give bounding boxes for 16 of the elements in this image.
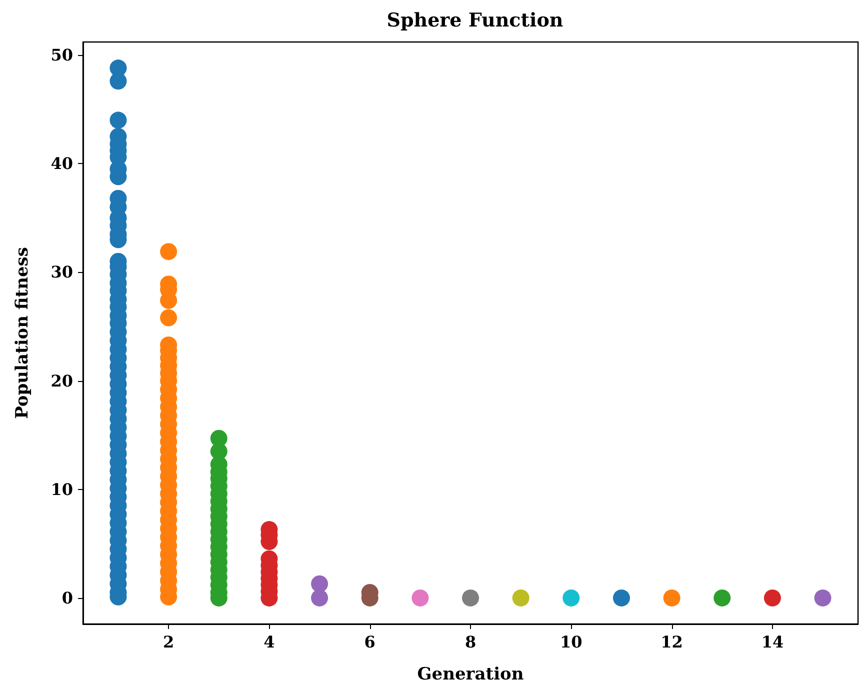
x-tick-label: 10 [560, 632, 582, 652]
y-axis-title: Population fitness [12, 247, 32, 419]
y-tick-label: 20 [50, 371, 73, 390]
y-tick-label: 0 [62, 588, 73, 608]
x-axis-title: Generation [417, 664, 524, 684]
y-tick-label: 10 [50, 480, 73, 499]
x-tick-label: 12 [660, 632, 683, 652]
y-tick-label: 40 [50, 154, 73, 174]
x-tick-label: 6 [364, 632, 376, 652]
chart-title: Sphere Function [386, 10, 564, 32]
x-tick-label: 14 [761, 632, 784, 652]
y-tick-label: 50 [50, 46, 73, 65]
x-tick-label: 8 [464, 632, 476, 652]
x-tick-label: 4 [264, 632, 275, 652]
y-tick-label: 30 [50, 262, 73, 282]
x-tick-label: 2 [162, 632, 174, 652]
